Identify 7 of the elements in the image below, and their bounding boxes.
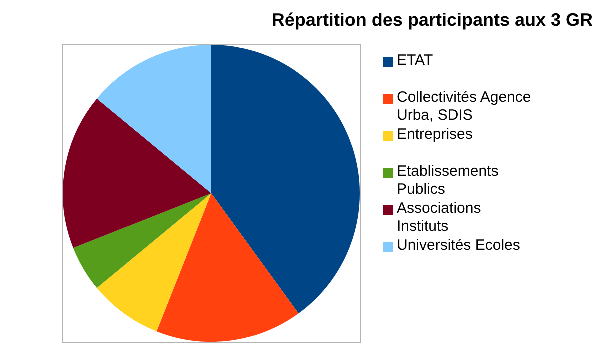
legend-label: Etablissements Publics: [397, 163, 500, 199]
legend-label: Associations Instituts: [397, 200, 482, 236]
legend-label: Collectivités Agence Urba, SDIS: [397, 89, 532, 125]
legend-label: Entreprises: [397, 126, 474, 144]
legend-label: Universités Ecoles: [397, 237, 522, 255]
legend-label: ETAT: [397, 52, 434, 70]
chart-title: Répartition des participants aux 3 GR: [272, 10, 593, 31]
